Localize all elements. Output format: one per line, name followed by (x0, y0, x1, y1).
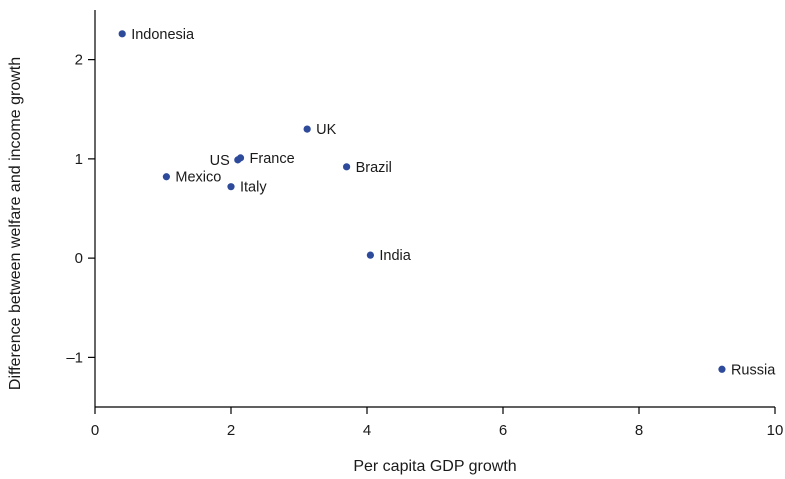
data-points: Indonesia UK US France Brazil Mexico Italy Indi… (118, 27, 776, 378)
data-point-label: UK (316, 122, 336, 138)
y-axis-ticks: –1 0 1 2 (66, 52, 95, 366)
data-point-marker (227, 183, 235, 191)
x-axis-title: Per capita GDP growth (353, 458, 516, 475)
y-axis-title: Difference between welfare and income gr… (7, 57, 24, 390)
data-point-marker (236, 154, 245, 162)
x-tick-label: 6 (499, 422, 507, 439)
data-point-label: France (250, 151, 295, 167)
x-tick-label: 0 (91, 422, 99, 439)
data-point-marker (162, 173, 170, 181)
data-point-marker (366, 251, 374, 259)
x-axis-ticks: 0 2 4 6 8 10 (91, 407, 784, 439)
data-point-marker (303, 125, 311, 133)
data-point-label: Russia (731, 362, 776, 378)
axes (94, 10, 775, 408)
x-tick-label: 8 (635, 422, 643, 439)
data-point: US (210, 153, 242, 169)
data-point-marker (118, 30, 126, 38)
data-point-label: Indonesia (131, 27, 195, 43)
y-tick-label: 2 (75, 52, 83, 69)
y-tick-label: 1 (75, 151, 83, 168)
data-point: Indonesia (118, 27, 195, 43)
data-point: India (366, 248, 412, 264)
data-point-marker (343, 163, 351, 171)
x-tick-label: 10 (767, 422, 784, 439)
data-point: Brazil (343, 160, 392, 176)
data-point-label: Mexico (175, 170, 221, 186)
data-point-marker (718, 365, 726, 373)
data-point: Russia (718, 362, 776, 378)
data-point: Mexico (162, 170, 221, 186)
data-point: France (236, 151, 295, 167)
x-tick-label: 4 (363, 422, 371, 439)
data-point-label: Italy (240, 180, 267, 196)
y-tick-label: 0 (75, 250, 83, 267)
data-point-label: US (210, 153, 230, 169)
data-point-label: Brazil (356, 160, 392, 176)
x-tick-label: 2 (227, 422, 235, 439)
data-point: UK (303, 122, 337, 138)
data-point: Italy (227, 180, 267, 196)
y-tick-label: –1 (66, 349, 83, 366)
data-point-label: India (379, 248, 411, 264)
